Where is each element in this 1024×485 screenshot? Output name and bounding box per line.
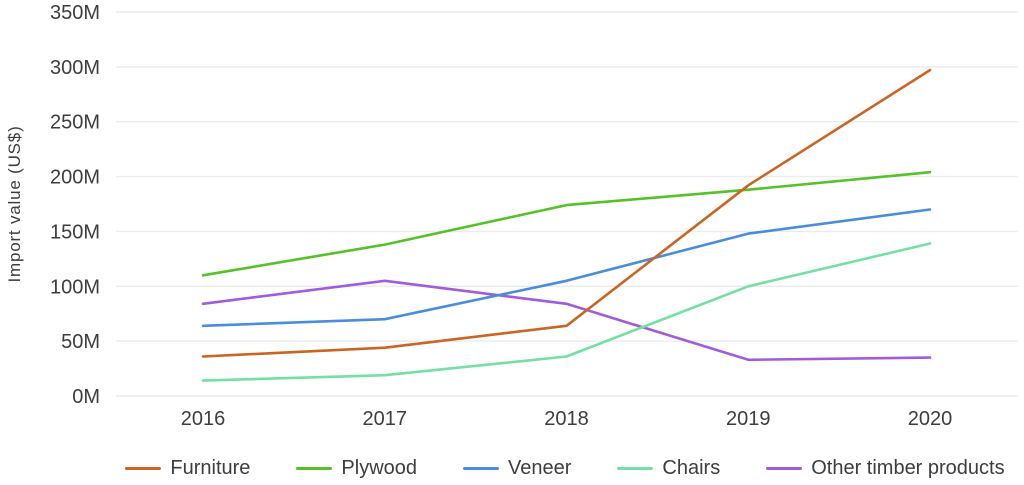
x-tick-label: 2018 — [544, 408, 589, 430]
y-tick-label: 350M — [50, 2, 100, 24]
y-tick-label: 300M — [50, 57, 100, 79]
legend-item-plywood: Plywood — [296, 457, 417, 480]
series-line-furniture — [201, 68, 932, 358]
series-line-veneer — [201, 208, 932, 328]
legend-label-plywood: Plywood — [341, 456, 418, 479]
x-tick-label: 2017 — [363, 408, 408, 430]
y-tick-label: 200M — [50, 167, 100, 189]
legend-item-chairs: Chairs — [617, 457, 720, 480]
chart-legend: Furniture Plywood Veneer Chairs Other timber… — [112, 452, 1018, 484]
legend-swatch-plywood — [296, 466, 333, 470]
legend-label-other-timber-products: Other timber products — [811, 456, 1005, 479]
x-tick-label: 2020 — [908, 408, 953, 430]
series-line-other-timber-products — [201, 279, 932, 362]
legend-label-veneer: Veneer — [508, 456, 572, 479]
x-tick-label: 2016 — [181, 408, 226, 430]
plot-area: 0M 50M 100M 150M 200M 250M 300M 350M 2016 2017 201… — [50, 2, 1018, 430]
legend-swatch-furniture — [125, 466, 162, 470]
y-tick-label: 150M — [50, 221, 100, 243]
legend-label-furniture: Furniture — [170, 456, 251, 479]
y-tick-label: 0M — [72, 386, 100, 408]
legend-item-furniture: Furniture — [125, 457, 250, 480]
legend-swatch-other-timber-products — [766, 466, 803, 470]
series-line-plywood — [201, 170, 932, 277]
y-tick-label: 50M — [61, 331, 100, 353]
legend-label-chairs: Chairs — [662, 456, 721, 479]
y-tick-label: 100M — [50, 276, 100, 298]
legend-swatch-chairs — [617, 466, 654, 470]
x-tick-label: 2019 — [726, 408, 771, 430]
legend-swatch-veneer — [463, 466, 500, 470]
legend-item-veneer: Veneer — [463, 457, 571, 480]
y-tick-label: 250M — [50, 112, 100, 134]
series-line-chairs — [201, 242, 932, 382]
legend-item-other-timber-products: Other timber products — [766, 456, 1005, 480]
